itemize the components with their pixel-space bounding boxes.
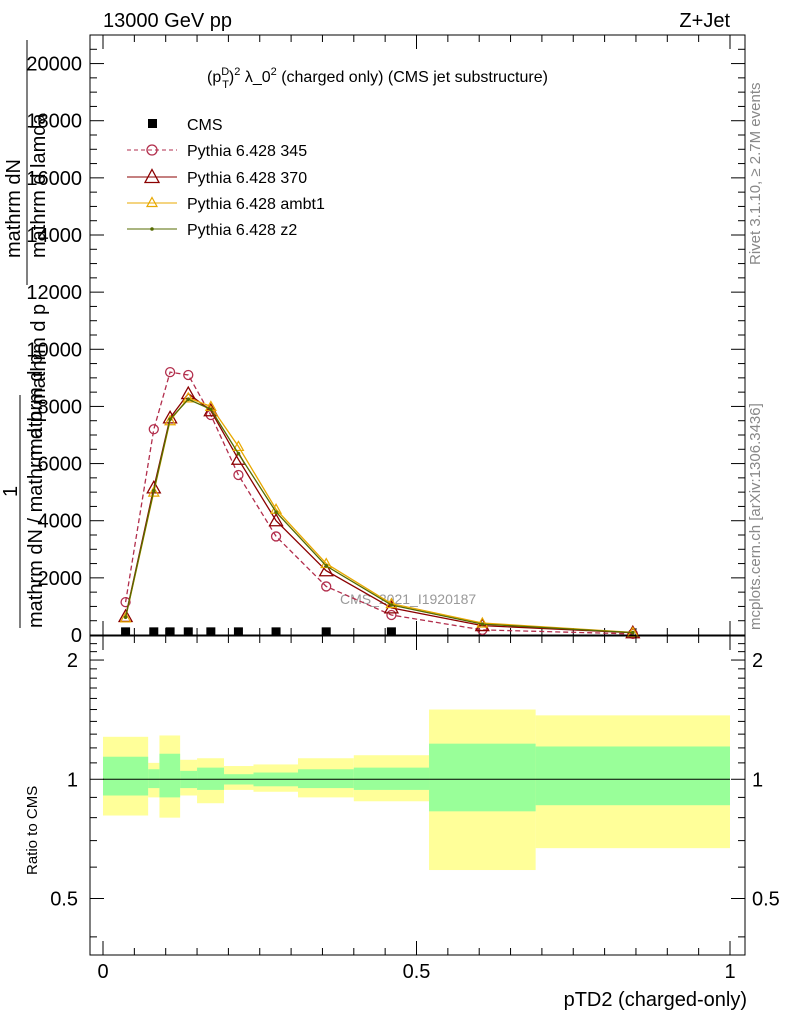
legend-marker-z2 xyxy=(150,227,154,231)
data-point xyxy=(236,451,241,456)
legend-marker-ambt1 xyxy=(145,196,159,208)
data-point xyxy=(147,485,160,497)
ratio-y-label: Ratio to CMS xyxy=(24,786,41,875)
data-point xyxy=(186,397,191,402)
legend-label: Pythia 6.428 370 xyxy=(187,170,307,187)
x-axis-label: pTD2 (charged-only) xyxy=(564,989,747,1011)
ratio-y-tick-label: 1 xyxy=(67,769,78,791)
legend-label: Pythia 6.428 345 xyxy=(187,143,307,160)
ratio-plot-frame xyxy=(89,635,746,956)
ratio-band-inner xyxy=(535,746,730,806)
ratio-y-tick-label: 0.5 xyxy=(50,888,78,910)
x-tick-label: 0.5 xyxy=(403,961,431,983)
ylabel-fragment: mathrm dN / mathrm d p xyxy=(25,411,47,628)
ylabel-fragment: 1 xyxy=(0,486,22,497)
ylabel-fragment: mathrm dN xyxy=(3,159,25,258)
legend-label: Pythia 6.428 z2 xyxy=(187,222,297,239)
data-point xyxy=(182,391,195,403)
data-point xyxy=(386,609,397,621)
data-point xyxy=(164,366,176,378)
y-tick-label: 2000 xyxy=(38,568,83,590)
y-tick-label: 0 xyxy=(71,625,82,647)
data-point xyxy=(480,622,485,626)
legend-marker-cms xyxy=(148,119,157,128)
ratio-band-inner xyxy=(103,756,149,796)
y-tick-label: 20000 xyxy=(26,54,82,76)
data-point xyxy=(183,369,194,381)
series-line-3 xyxy=(124,398,633,634)
data-point xyxy=(209,407,213,412)
legend: CMS Pythia 6.428 345 Pythia 6.428 370 Py… xyxy=(127,117,325,239)
ratio-band-inner xyxy=(148,769,160,789)
energy-label: 13000 GeV pp xyxy=(103,10,232,32)
y-tick-label: 18000 xyxy=(26,111,82,133)
data-point xyxy=(389,603,394,607)
y-tick-label: 14000 xyxy=(26,225,82,247)
ratio-y-tick-label-right: 1 xyxy=(752,769,763,791)
y-tick-label: 6000 xyxy=(38,454,83,476)
data-point xyxy=(631,630,635,635)
data-point xyxy=(123,615,128,620)
series-line-0 xyxy=(124,371,633,635)
ratio-band-inner xyxy=(159,753,181,798)
data-point xyxy=(324,564,329,568)
ratio-y-tick-label: 2 xyxy=(67,650,78,672)
data-point xyxy=(268,512,284,527)
cms-data-point xyxy=(321,627,331,637)
ratio-band-inner xyxy=(297,769,354,789)
mcplots-label: mcplots.cern.ch [arXiv:1306.3436] xyxy=(747,403,764,630)
data-point xyxy=(232,440,245,452)
cms-data-point xyxy=(206,627,216,637)
analysis-watermark: CMS_2021_I1920187 xyxy=(340,591,476,607)
ratio-band-inner xyxy=(429,743,536,812)
process-label: Z+Jet xyxy=(679,10,730,32)
y-tick-label: 10000 xyxy=(26,339,82,361)
y-tick-label: 12000 xyxy=(26,282,82,304)
cms-data-point xyxy=(165,627,175,637)
cms-data-point xyxy=(233,627,243,637)
data-point xyxy=(233,469,244,481)
y-tick-label: 8000 xyxy=(38,396,83,418)
cms-data-point xyxy=(183,627,193,637)
data-point xyxy=(318,562,334,577)
legend-marker-345 xyxy=(146,144,158,156)
cms-data-point xyxy=(149,627,159,637)
data-point xyxy=(164,414,177,426)
cms-data-point xyxy=(386,627,396,637)
legend-marker-370 xyxy=(143,168,161,184)
data-point xyxy=(168,417,172,422)
ylabel-fragment: mathrm d p xyxy=(25,354,47,455)
ratio-y-tick-label-right: 2 xyxy=(752,650,763,672)
data-point xyxy=(151,488,156,493)
ratio-y-tick-label-right: 0.5 xyxy=(752,888,780,910)
cms-data-point xyxy=(121,627,131,637)
y-tick-label: 16000 xyxy=(26,168,82,190)
data-point xyxy=(148,424,159,435)
data-point xyxy=(270,531,282,542)
legend-label: CMS xyxy=(187,117,223,134)
data-point xyxy=(119,611,132,623)
data-point xyxy=(476,616,489,628)
x-tick-label: 0 xyxy=(97,961,108,983)
data-point xyxy=(321,581,332,592)
main-plot: 0 2000 4000 6000 8000 10000 12000 14000 16000 180… xyxy=(26,34,746,647)
legend-label: Pythia 6.428 ambt1 xyxy=(187,196,325,213)
y-tick-label: 4000 xyxy=(38,511,83,533)
data-point xyxy=(120,596,131,608)
cms-data-point xyxy=(271,627,281,637)
y-axis-label: mathrm dN mathrm d p mathrm d lamda 1 ma… xyxy=(0,40,50,628)
x-tick-label: 1 xyxy=(724,961,735,983)
ylabel-fragment: mathrm d lamda xyxy=(28,113,50,258)
ratio-plot: 0.5 0.5 1 1 2 2 0 0.5 1 xyxy=(50,635,780,983)
ylabel-fragment: mathrm d p xyxy=(28,304,50,405)
plot-title: (pD T)2 λ_02 (charged only) (CMS jet subs… xyxy=(207,66,548,91)
rivet-label: Rivet 3.1.10, ≥ 2.7M events xyxy=(747,83,764,266)
data-point xyxy=(274,510,278,514)
